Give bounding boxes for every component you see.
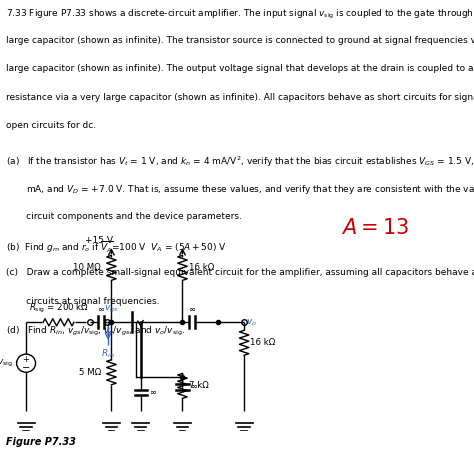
Text: $R_{in}$: $R_{in}$: [101, 347, 115, 360]
Text: open circuits for dc.: open circuits for dc.: [6, 121, 96, 130]
Text: $v_{\rm sig}$: $v_{\rm sig}$: [0, 358, 13, 369]
Text: −: −: [22, 363, 30, 373]
Text: large capacitor (shown as infinite). The transistor source is connected to groun: large capacitor (shown as infinite). The…: [6, 36, 474, 45]
Text: 10 MΩ: 10 MΩ: [73, 263, 101, 272]
Text: (b)  Find $g_m$ and $r_o$ if $\overline{V_A}$=100 V  $V_A$ = $(5A + 50)$ V: (b) Find $g_m$ and $r_o$ if $\overline{V…: [6, 240, 227, 255]
Text: (c)   Draw a complete small-signal equivalent circuit for the amplifier, assumin: (c) Draw a complete small-signal equival…: [6, 268, 474, 277]
Text: large capacitor (shown as infinite). The output voltage signal that develops at : large capacitor (shown as infinite). The…: [6, 64, 474, 74]
Text: +: +: [23, 355, 29, 364]
Text: $v_o$: $v_o$: [246, 317, 257, 328]
Text: circuits at signal frequencies.: circuits at signal frequencies.: [6, 297, 159, 306]
Text: ∞: ∞: [189, 305, 195, 314]
Text: $A = 13$: $A = 13$: [341, 218, 409, 238]
Text: circuit components and the device parameters.: circuit components and the device parame…: [6, 212, 242, 221]
Text: 7 kΩ: 7 kΩ: [189, 381, 209, 390]
Text: $R_{\rm sig}$ = 200 kΩ: $R_{\rm sig}$ = 200 kΩ: [28, 302, 89, 315]
Text: +15 V: +15 V: [85, 236, 113, 245]
Text: Figure P7.33: Figure P7.33: [6, 437, 75, 447]
Text: 7.33 Figure P7.33 shows a discrete-circuit amplifier. The input signal $v_{\rm s: 7.33 Figure P7.33 shows a discrete-circu…: [6, 7, 474, 20]
Text: resistance via a very large capacitor (shown as infinite). All capacitors behave: resistance via a very large capacitor (s…: [6, 93, 474, 102]
Text: ∞: ∞: [149, 388, 156, 397]
Text: 16 kΩ: 16 kΩ: [189, 263, 214, 272]
Text: 16 kΩ: 16 kΩ: [250, 338, 275, 347]
Text: mA, and $V_D$ = +7.0 V. That is, assume these values, and verify that they are c: mA, and $V_D$ = +7.0 V. That is, assume …: [6, 183, 474, 196]
Text: ∞: ∞: [191, 382, 198, 391]
Text: ∞: ∞: [98, 305, 104, 314]
Text: (a)   If the transistor has $V_t$ = 1 V, and $k_n$ = 4 mA/V$^2$, verify that the: (a) If the transistor has $V_t$ = 1 V, a…: [6, 155, 474, 169]
Text: (d)   Find $R_{in}$, $v_{gs}/v_{\rm sig}$, $v_o/v_{gs}$, and $v_o/v_{\rm sig}$.: (d) Find $R_{in}$, $v_{gs}/v_{\rm sig}$,…: [6, 326, 185, 339]
Text: $v_{gs}$: $v_{gs}$: [104, 304, 119, 315]
Text: 5 MΩ: 5 MΩ: [79, 368, 101, 377]
